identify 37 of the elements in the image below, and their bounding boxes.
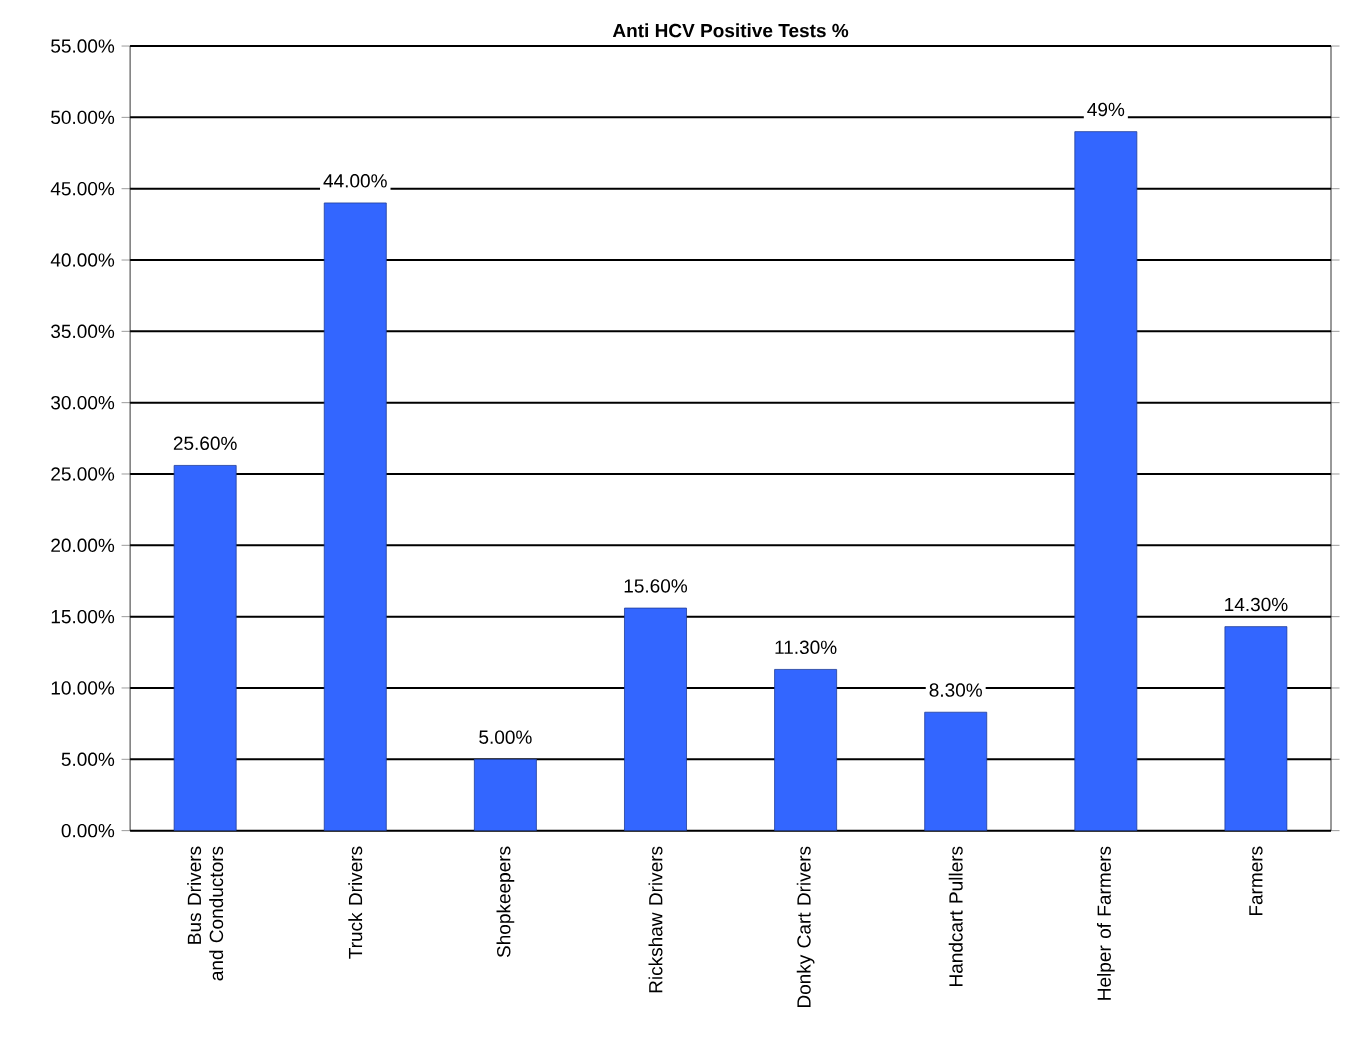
bar xyxy=(1224,626,1288,831)
x-tick-label: Donky Cart Drivers xyxy=(796,846,815,1008)
y-tick-label: 15.00% xyxy=(51,610,115,624)
x-tick-label: Handcart Pullers xyxy=(948,846,963,987)
chart-title: Anti HCV Positive Tests % xyxy=(612,23,849,38)
y-tick-label: 30.00% xyxy=(51,396,115,410)
x-tick-label: Farmers xyxy=(1249,846,1263,916)
y-tick-label: 35.00% xyxy=(51,324,115,339)
data-label: 5.00% xyxy=(479,730,532,744)
y-tick-label: 45.00% xyxy=(50,182,115,196)
y-tick-label: 55.00% xyxy=(51,39,115,53)
y-tick-label: 20.00% xyxy=(51,538,115,553)
x-tick-label: Helper of Farmers xyxy=(1096,846,1115,1000)
y-tick-label: 25.00% xyxy=(51,467,115,481)
x-tick-label: Bus Drivers and Conductors xyxy=(187,846,224,981)
bar xyxy=(323,202,387,831)
x-tick-label: Truck Drivers xyxy=(348,846,363,959)
y-tick-label: 0.00% xyxy=(61,824,115,838)
y-tick-label: 5.00% xyxy=(61,752,115,767)
bar xyxy=(1074,131,1138,831)
data-label: 44.00% xyxy=(323,174,387,188)
y-tick-label: 50.00% xyxy=(51,110,115,125)
data-label: 14.30% xyxy=(1225,597,1288,612)
bar xyxy=(624,607,687,831)
y-tick-label: 40.00% xyxy=(50,253,115,267)
x-tick-label: Shopkeepers xyxy=(496,846,515,958)
bar xyxy=(924,711,988,831)
data-label: 25.60% xyxy=(173,436,237,451)
data-label: 49% xyxy=(1087,102,1125,117)
x-tick-label: Rickshaw Drivers xyxy=(648,846,663,993)
y-tick-label: 10.00% xyxy=(51,681,115,695)
data-label: 8.30% xyxy=(929,683,982,697)
bar xyxy=(173,465,237,831)
bar xyxy=(774,669,838,831)
data-label: 11.30% xyxy=(775,640,837,655)
bar xyxy=(473,759,537,831)
data-label: 15.60% xyxy=(624,579,688,593)
